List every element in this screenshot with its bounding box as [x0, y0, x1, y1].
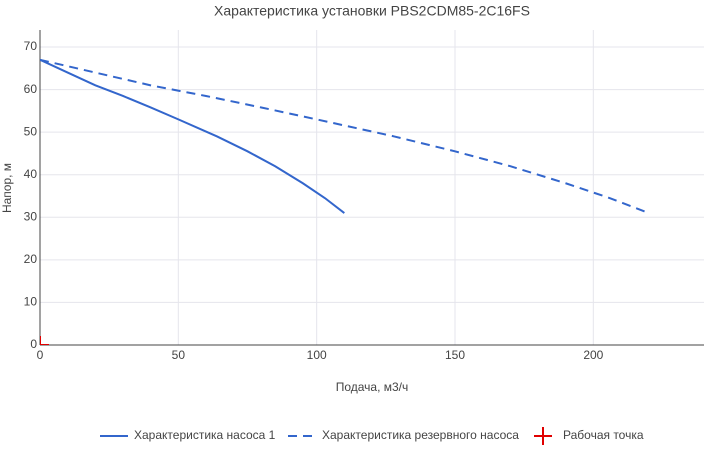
x-tick-label: 150: [445, 348, 465, 362]
x-tick-label: 200: [583, 348, 603, 362]
legend-label: Характеристика насоса 1: [134, 428, 276, 442]
chart-title: Характеристика установки PBS2CDM85-2C16F…: [214, 3, 530, 19]
series-line: [40, 58, 650, 214]
x-tick-label: 0: [37, 348, 44, 362]
y-tick-label: 40: [24, 167, 38, 181]
y-tick-label: 60: [24, 82, 38, 96]
y-tick-label: 70: [24, 39, 38, 53]
series-line: [40, 58, 345, 214]
marker: [534, 427, 552, 445]
y-axis-title: Напор, м: [0, 163, 14, 213]
y-tick-label: 20: [24, 252, 38, 266]
x-tick-label: 50: [172, 348, 186, 362]
legend-label: Рабочая точка: [563, 428, 644, 442]
plot-area: [40, 58, 650, 345]
y-tick-label: 50: [24, 124, 38, 138]
x-axis-title: Подача, м3/ч: [336, 380, 409, 394]
y-tick-label: 0: [30, 337, 37, 351]
x-tick-label: 100: [307, 348, 327, 362]
y-tick-label: 10: [24, 295, 38, 309]
y-tick-label: 30: [24, 209, 38, 223]
legend-label: Характеристика резервного насоса: [322, 428, 519, 442]
